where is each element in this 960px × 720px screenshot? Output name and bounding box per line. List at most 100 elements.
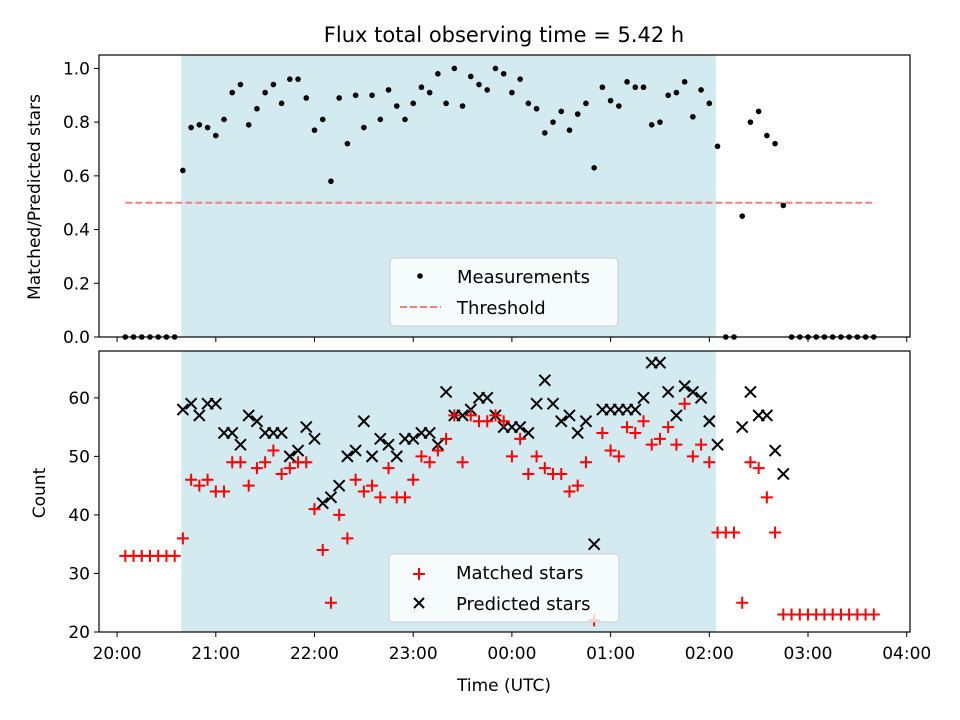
matched-star-point	[185, 473, 198, 486]
matched-star-point	[629, 426, 642, 439]
matched-star-point	[374, 491, 387, 504]
measurement-point	[295, 76, 301, 82]
predicted-star-point	[308, 432, 321, 446]
matched-star-point	[736, 596, 749, 609]
measurement-point	[500, 71, 507, 77]
ratio-legend: Measurements Threshold	[389, 257, 619, 327]
x-tick-label: 01:00	[586, 644, 635, 664]
predicted-star-point	[563, 409, 576, 422]
measurement-point	[270, 81, 277, 88]
ratio-y-tick-label: 1.0	[63, 59, 90, 79]
measurement-point	[311, 127, 318, 133]
predicted-star-point	[768, 444, 782, 457]
predicted-star-point	[406, 432, 420, 446]
matched-star-point	[193, 479, 206, 492]
measurement-point	[188, 124, 194, 131]
matched-star-point	[234, 456, 247, 469]
predicted-star-point	[694, 391, 708, 405]
measurement-point	[739, 213, 746, 219]
chart-title: Flux total observing time = 5.42 h	[324, 23, 684, 47]
measurement-point	[690, 113, 696, 120]
matched-star-point	[752, 462, 765, 475]
matched-star-point	[267, 444, 280, 457]
measurement-point	[755, 108, 762, 115]
predicted-star-point	[316, 497, 329, 510]
predicted-star-point	[332, 479, 346, 492]
matched-star-point	[333, 508, 346, 521]
legend-measurements-label: Measurements	[457, 267, 590, 288]
matched-star-point	[497, 415, 510, 428]
matched-star-point	[867, 608, 880, 621]
predicted-star-point	[481, 391, 494, 405]
measurement-point	[780, 202, 787, 209]
x-tick-label: 20:00	[93, 644, 142, 664]
measurement-point	[550, 119, 556, 125]
matched-star-point	[382, 462, 395, 475]
measurement-point	[714, 143, 721, 150]
matched-star-point	[760, 491, 773, 504]
measurement-point	[212, 132, 219, 139]
measurement-point	[451, 65, 458, 72]
predicted-star-point	[456, 409, 469, 422]
matched-star-point	[621, 421, 634, 434]
matched-star-point	[653, 432, 666, 445]
predicted-star-point	[291, 444, 305, 457]
measurement-point	[303, 95, 310, 101]
measurement-point	[706, 100, 713, 107]
predicted-star-point	[686, 385, 700, 399]
predicted-star-point	[587, 537, 601, 551]
predicted-star-point	[341, 450, 354, 463]
matched-star-point	[218, 485, 231, 498]
measurement-point	[476, 81, 482, 88]
measurement-point	[254, 105, 260, 112]
predicted-star-point	[382, 438, 395, 451]
matched-star-point	[259, 456, 272, 469]
measurement-point	[418, 84, 425, 91]
matched-star-point	[522, 467, 535, 480]
measurement-point	[262, 89, 268, 96]
matched-star-point	[275, 467, 288, 480]
measurement-point	[426, 89, 433, 96]
matched-star-point	[604, 444, 617, 457]
measurement-point	[673, 89, 680, 96]
measurement-point	[648, 122, 655, 128]
measurement-point	[352, 92, 359, 99]
predicted-star-point	[242, 409, 255, 422]
matched-star-point	[555, 467, 568, 480]
matched-star-point	[678, 397, 691, 410]
predicted-star-point	[744, 385, 757, 399]
count-y-tick-label: 30	[68, 564, 90, 584]
ratio-legend-box	[389, 257, 619, 327]
predicted-star-point	[637, 391, 650, 405]
measurement-point	[361, 124, 367, 131]
measurement-point	[698, 87, 704, 93]
predicted-star-point	[300, 420, 313, 434]
legend-predicted-marker	[413, 597, 425, 609]
predicted-star-point	[374, 432, 387, 446]
matched-star-point	[596, 426, 609, 439]
predicted-star-point	[439, 385, 453, 399]
count-y-axis-label: Count	[30, 467, 50, 518]
count-y-tick-label: 20	[68, 623, 90, 643]
count-y-tick-label: 50	[68, 447, 90, 467]
count-y-ticks: 20 30 40 50 60	[68, 389, 99, 643]
matched-star-point	[670, 438, 683, 451]
matched-star-point	[283, 462, 296, 475]
predicted-star-point	[513, 420, 527, 434]
x-tick-label: 00:00	[487, 644, 536, 664]
matched-star-point	[744, 456, 757, 469]
count-y-tick-label: 40	[68, 506, 90, 526]
ratio-panel: 0.0 0.2 0.4 0.6 0.8 1.0 Matched/Predicted sta…	[25, 54, 911, 348]
measurement-point	[287, 76, 293, 82]
predicted-star-point	[629, 403, 642, 416]
measurement-point	[624, 79, 630, 85]
measurement-point	[328, 178, 334, 185]
measurement-point	[772, 140, 778, 147]
measurement-point	[336, 95, 342, 101]
measurement-point	[245, 122, 252, 128]
measurement-point	[517, 76, 523, 82]
measurement-point	[467, 73, 474, 80]
ratio-plot-frame	[98, 54, 911, 338]
measurement-point	[542, 130, 548, 136]
